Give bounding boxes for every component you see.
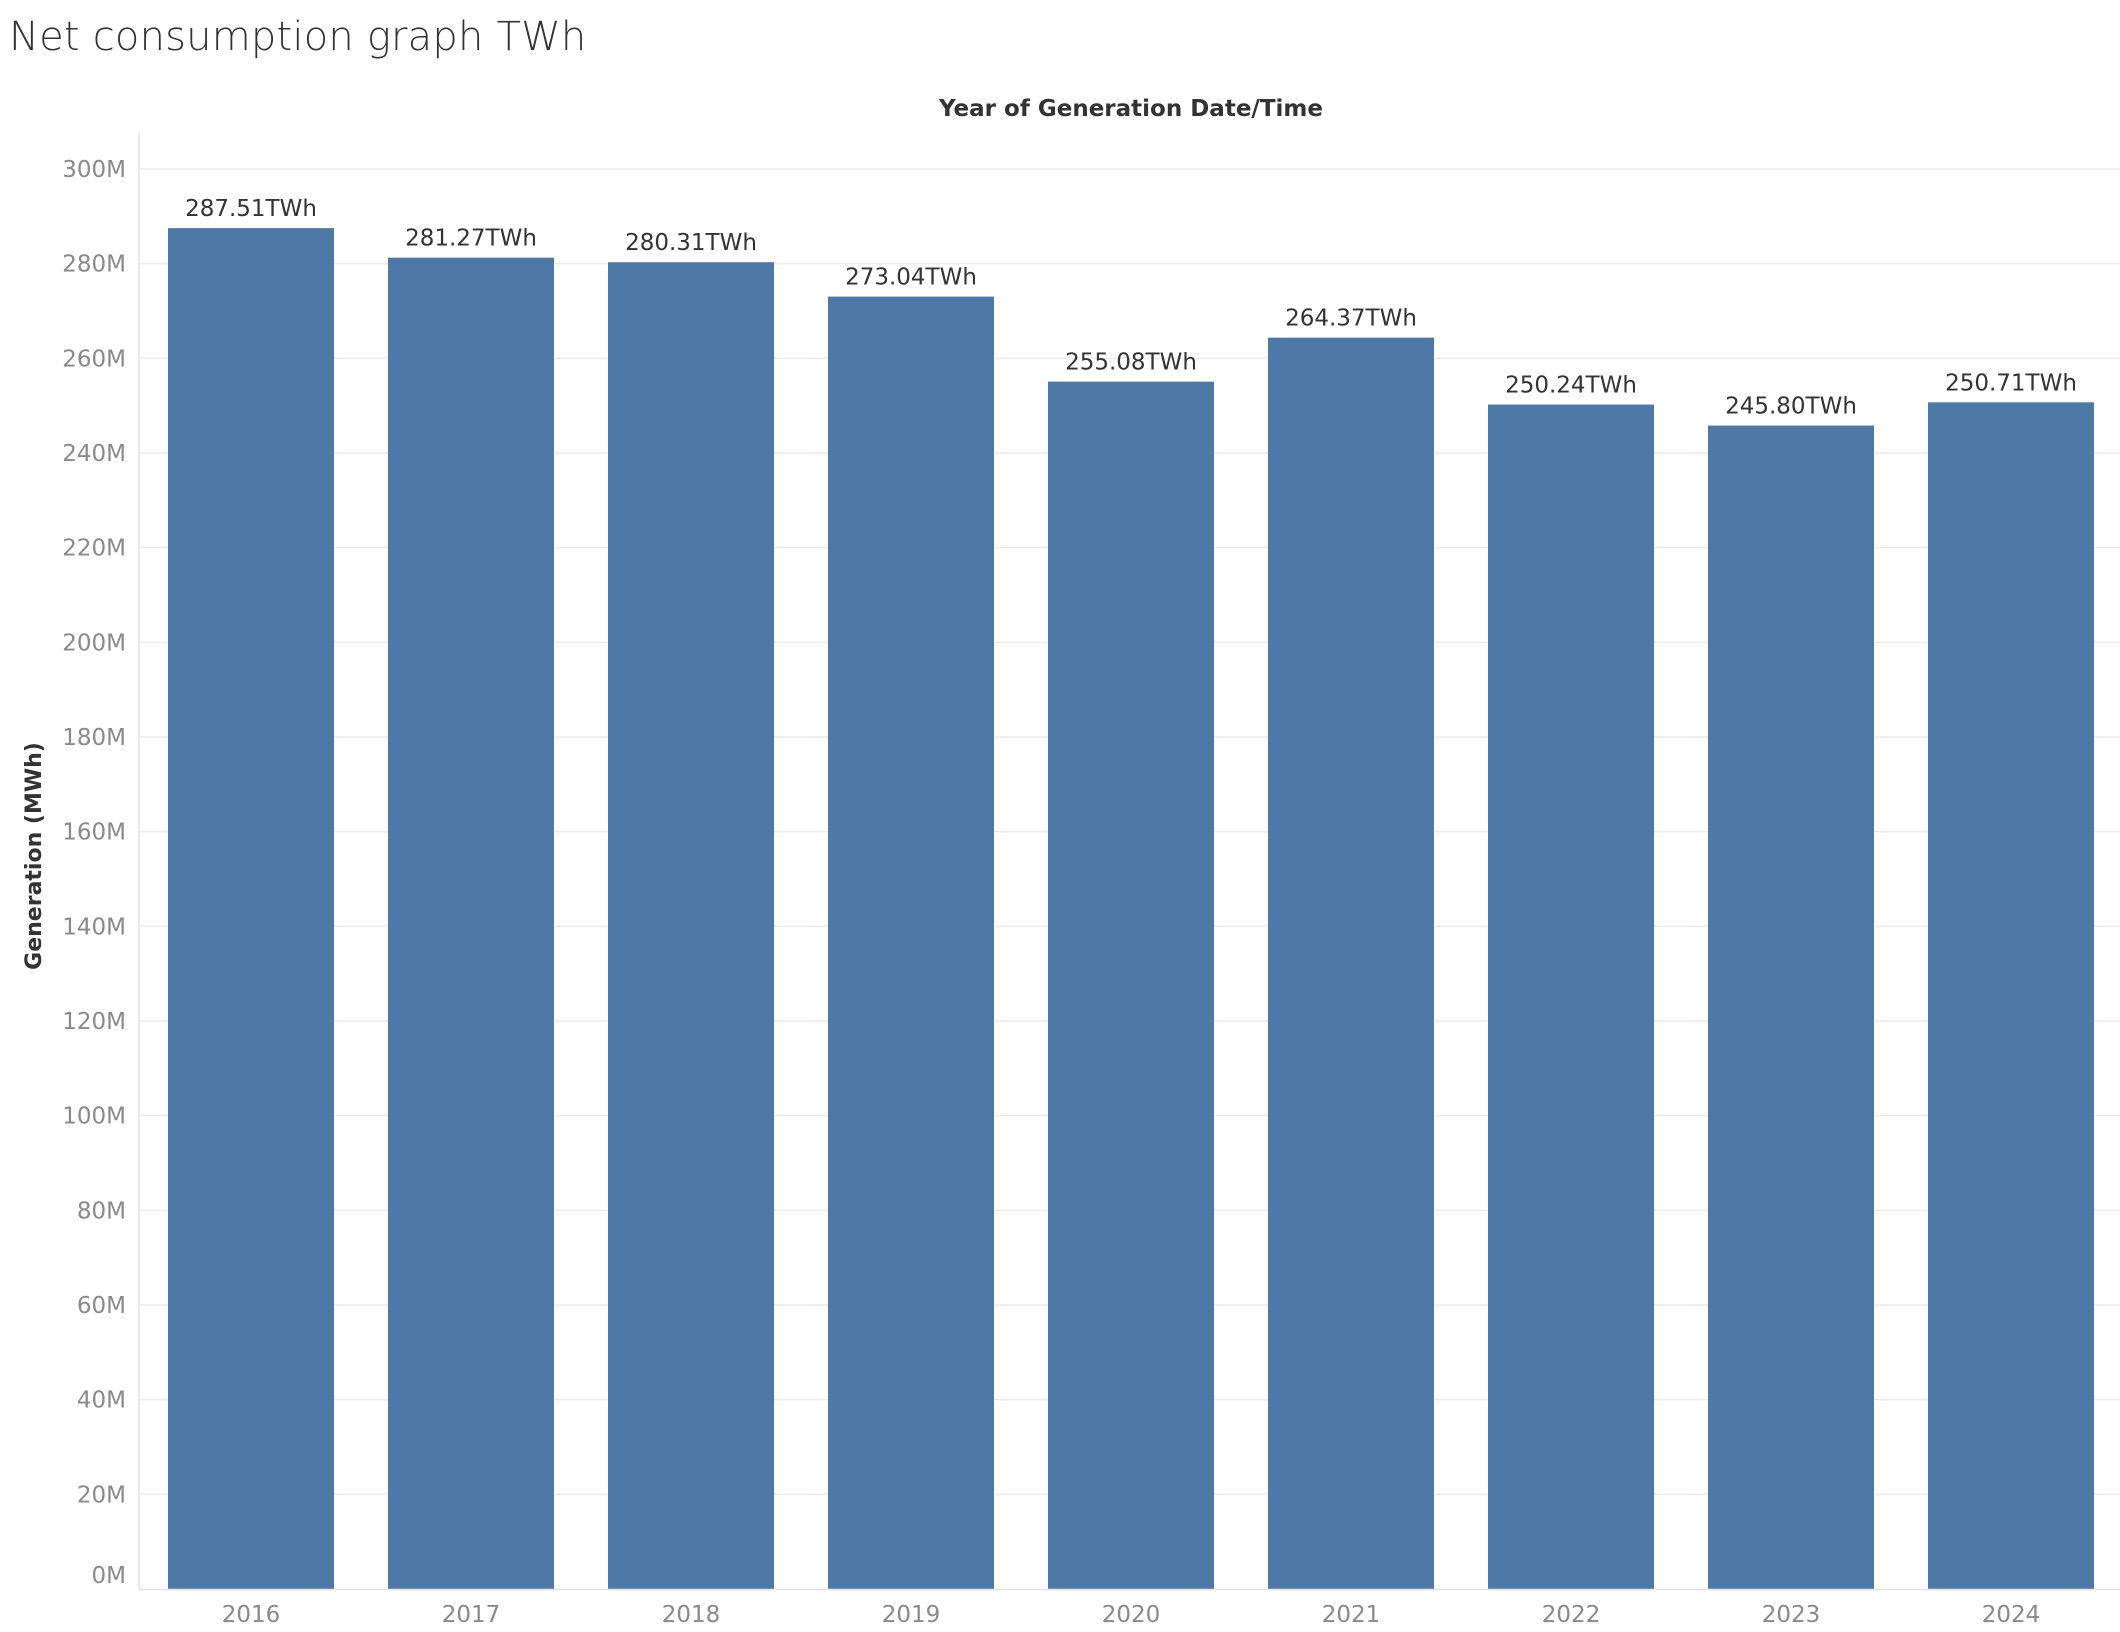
bar-2024[interactable] <box>1928 402 2094 1589</box>
x-tick-label: 2021 <box>1322 1602 1381 1628</box>
page-title: Net consumption graph TWh <box>9 14 587 60</box>
bar-2017[interactable] <box>388 257 554 1590</box>
x-axis-header: Year of Generation Date/Time <box>938 96 1323 122</box>
bar-2022[interactable] <box>1488 404 1654 1590</box>
bar-2020[interactable] <box>1048 381 1214 1589</box>
y-tick-label: 20M <box>77 1482 126 1508</box>
y-tick-label: 240M <box>62 441 126 467</box>
bar-value-label: 250.71TWh <box>1945 370 2077 396</box>
x-tick-label: 2016 <box>222 1602 281 1628</box>
bar-labels: 287.51TWh 281.27TWh 280.31TWh 273.04TWh 255.… <box>185 196 2077 419</box>
bar-2021[interactable] <box>1268 337 1434 1589</box>
bar-2023[interactable] <box>1708 425 1874 1590</box>
y-tick-label: 220M <box>62 536 126 562</box>
x-tick-label: 2020 <box>1102 1602 1161 1628</box>
x-tick-label: 2019 <box>882 1602 941 1628</box>
y-axis-ticks: 0M 20M 40M 60M 80M 100M 120M 140M 160M 180M 200M 22… <box>62 157 126 1589</box>
x-tick-label: 2018 <box>662 1602 721 1628</box>
y-tick-label: 260M <box>62 346 126 372</box>
bar-value-label: 287.51TWh <box>185 196 317 222</box>
x-tick-label: 2017 <box>442 1602 501 1628</box>
x-tick-label: 2023 <box>1762 1602 1821 1628</box>
bar-value-label: 264.37TWh <box>1285 306 1417 332</box>
y-tick-label: 160M <box>62 820 126 846</box>
y-tick-label: 280M <box>62 252 126 278</box>
x-tick-label: 2022 <box>1542 1602 1601 1628</box>
y-tick-label: 100M <box>62 1104 126 1130</box>
bar-value-label: 281.27TWh <box>405 226 537 252</box>
bar-value-label: 255.08TWh <box>1065 350 1197 376</box>
bar-value-label: 245.80TWh <box>1725 394 1857 420</box>
bar-value-label: 273.04TWh <box>845 265 977 291</box>
y-tick-label: 120M <box>62 1009 126 1035</box>
bar-2018[interactable] <box>608 262 774 1589</box>
bar-2019[interactable] <box>828 296 994 1590</box>
y-tick-label: 0M <box>92 1563 126 1589</box>
x-tick-label: 2024 <box>1982 1602 2041 1628</box>
x-axis-ticks: 2016 2017 2018 2019 2020 2021 2022 2023 2024 <box>222 1602 2041 1628</box>
bar-2016[interactable] <box>168 228 334 1589</box>
y-tick-label: 140M <box>62 914 126 940</box>
y-axis-title: Generation (MWh) <box>22 742 47 970</box>
y-tick-label: 180M <box>62 725 126 751</box>
y-tick-label: 60M <box>77 1293 126 1319</box>
y-tick-label: 200M <box>62 630 126 656</box>
y-tick-label: 80M <box>77 1198 126 1224</box>
bars <box>168 228 2094 1590</box>
y-tick-label: 40M <box>77 1388 126 1414</box>
bar-value-label: 280.31TWh <box>625 230 757 256</box>
y-tick-label: 300M <box>62 157 126 183</box>
bar-value-label: 250.24TWh <box>1505 373 1637 399</box>
